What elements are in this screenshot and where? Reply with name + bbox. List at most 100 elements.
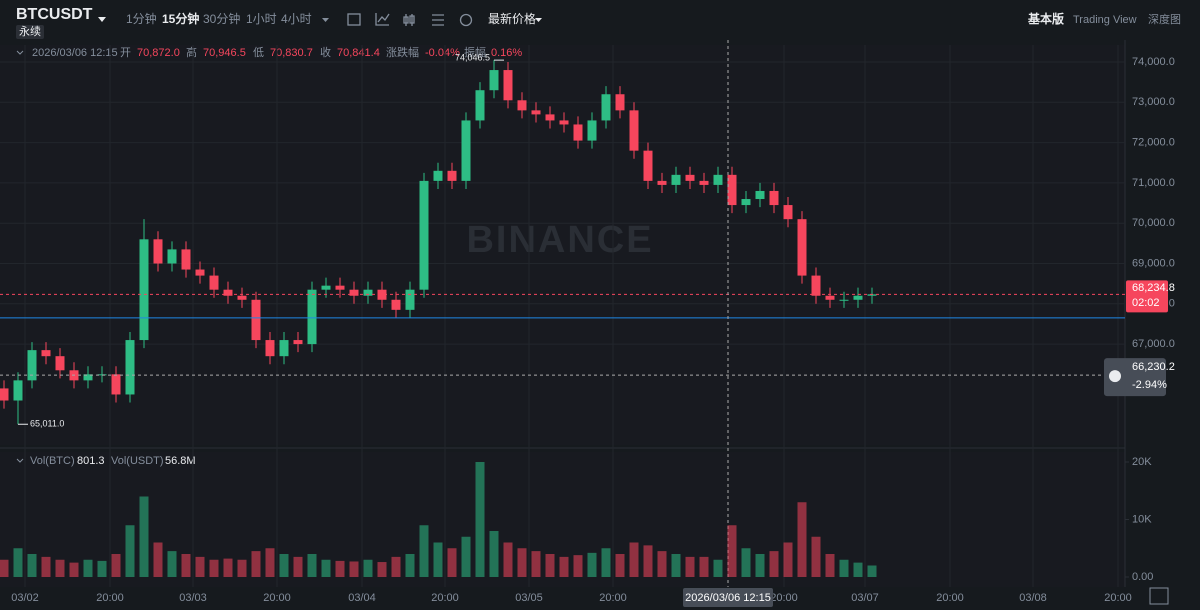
candle-body <box>293 340 303 345</box>
low-value: 70,830.7 <box>270 47 313 59</box>
interval[interactable]: 1小时 <box>246 12 277 26</box>
candle-body <box>321 285 331 290</box>
view[interactable]: 深度图 <box>1148 12 1181 26</box>
interval[interactable]: 1分钟 <box>126 11 157 26</box>
volume-bar <box>167 551 177 578</box>
volume-bar <box>517 548 527 578</box>
volume-bar <box>713 559 723 578</box>
volume-bar <box>195 556 205 578</box>
crosshair-price-box <box>1104 358 1166 397</box>
candle-body <box>853 295 863 300</box>
close-value: 70,841.4 <box>337 47 380 59</box>
scale-toggle[interactable] <box>1149 587 1169 605</box>
volume-bar <box>867 565 877 578</box>
volume-bar <box>13 548 23 578</box>
candle-body <box>405 289 415 310</box>
volume-bar <box>349 561 359 578</box>
candle-body <box>349 289 359 296</box>
y-tick-label: 71,000.0 <box>1132 177 1175 189</box>
x-tick-label: 03/07 <box>851 592 879 604</box>
crosshair-change: -2.94% <box>1132 379 1167 391</box>
vol-base-value: 801.3 <box>77 455 105 467</box>
volume-bar <box>307 554 317 578</box>
crosshair-time-box <box>683 588 773 607</box>
more-intervals[interactable] <box>322 18 329 22</box>
toolbar-icons <box>347 13 473 27</box>
candle-body <box>559 120 569 125</box>
volume-bar <box>853 562 863 578</box>
volume-bar <box>559 556 569 578</box>
view-active[interactable]: 基本版 <box>1027 11 1064 26</box>
volume-bar <box>335 560 345 578</box>
interval[interactable]: 30分钟 <box>203 11 240 26</box>
volume-bar <box>797 502 807 578</box>
candle-body <box>727 174 737 206</box>
volume-bar <box>755 554 765 578</box>
candle-body <box>741 199 751 206</box>
volume-bar <box>181 554 191 578</box>
add-order-button[interactable] <box>1109 370 1121 383</box>
candle-body <box>83 374 93 381</box>
vol-base-label: Vol(BTC) <box>30 455 75 467</box>
volume-bar <box>0 559 9 578</box>
y-tick-label: 74,000.0 <box>1132 56 1175 68</box>
candle-body <box>867 294 877 296</box>
chart-type-icon[interactable] <box>403 14 415 26</box>
volume-bar <box>839 559 849 578</box>
collapse-icon[interactable] <box>16 50 24 55</box>
open-label: 开 <box>120 47 131 59</box>
extreme-label: 65,011.0 <box>30 419 64 429</box>
volume-bar <box>769 551 779 578</box>
candle-body <box>125 340 135 395</box>
interval[interactable]: 4小时 <box>281 12 312 26</box>
interval-active[interactable]: 15分钟 <box>162 11 199 26</box>
last-price-box <box>1126 280 1168 313</box>
volume-bar <box>405 554 415 578</box>
volume-bar <box>293 556 303 578</box>
volume-bar <box>153 542 163 578</box>
dropdown-icon[interactable] <box>98 17 106 22</box>
contract-badge <box>16 25 44 39</box>
candle-body <box>545 114 555 121</box>
settings-icon[interactable] <box>432 14 444 26</box>
low-label: 低 <box>253 46 264 59</box>
volume-bar <box>363 559 373 578</box>
volume-bar <box>475 461 485 578</box>
x-tick-label: 03/03 <box>179 592 207 604</box>
candle-body <box>699 180 709 185</box>
y-tick-label: 72,000.0 <box>1132 137 1175 149</box>
calendar-icon[interactable] <box>347 13 361 26</box>
price-type[interactable]: 最新价格 <box>488 11 536 26</box>
candle-body <box>573 124 583 141</box>
volume-bar <box>279 554 289 578</box>
view[interactable]: Trading View <box>1073 14 1137 26</box>
candle-body <box>391 299 401 310</box>
candle-body <box>363 289 373 296</box>
candle-body <box>377 289 387 300</box>
candle-body <box>251 299 261 341</box>
candle-body <box>153 239 163 264</box>
volume-bar <box>69 562 79 578</box>
candle-body <box>237 295 247 300</box>
price-type-dropdown[interactable] <box>535 18 542 22</box>
candle-body <box>475 90 485 121</box>
volume-bar <box>587 552 597 578</box>
screenshot-icon[interactable] <box>459 13 473 27</box>
indicator-icon[interactable] <box>375 13 390 26</box>
open-value: 70,872.0 <box>137 47 180 59</box>
x-tick-label: 03/08 <box>1019 592 1047 604</box>
volume-bar <box>727 525 737 578</box>
candle-body <box>111 374 121 395</box>
candle-body <box>209 275 219 290</box>
collapse-icon[interactable] <box>16 458 24 463</box>
candle-body <box>601 94 611 121</box>
candle-body <box>419 180 429 290</box>
high-label: 高 <box>186 45 197 59</box>
candle-body <box>27 350 37 381</box>
volume-bar <box>545 554 555 578</box>
volume-bar <box>139 496 149 578</box>
x-tick-label: 03/02 <box>11 592 39 604</box>
candle-body <box>671 174 681 185</box>
x-tick-label: 20:00 <box>599 592 627 604</box>
symbol[interactable]: BTCUSDT <box>16 6 93 23</box>
